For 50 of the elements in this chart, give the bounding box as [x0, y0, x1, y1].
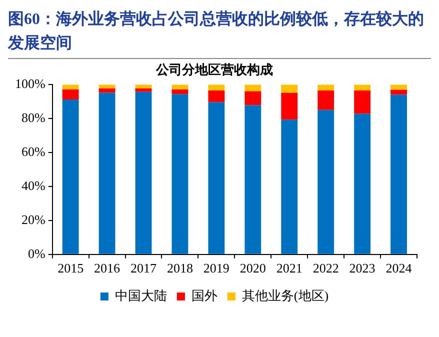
x-tick-label: 2024: [386, 260, 412, 276]
bar: [354, 114, 371, 254]
chart-title: 图60：海外业务营收占公司总营收的比例较低，存在较大的发展空间: [8, 8, 431, 59]
bar: [135, 88, 152, 92]
x-tick-label: 2015: [58, 260, 84, 276]
x-tick-label: 2023: [349, 260, 376, 276]
bar: [98, 84, 116, 88]
bar: [390, 94, 407, 254]
x-tick-label: 2022: [312, 260, 339, 276]
bar: [172, 84, 188, 90]
bar: [62, 89, 79, 100]
bar: [208, 102, 225, 254]
chart-subtitle: 公司分地区营收构成: [155, 62, 273, 78]
x-tick-label: 2016: [94, 260, 121, 276]
bar: [281, 120, 298, 254]
bar: [281, 92, 298, 120]
bar: [318, 90, 334, 110]
bar: [208, 90, 225, 102]
x-tick-label: 2021: [276, 260, 302, 276]
bar: [244, 91, 262, 106]
bar: [135, 92, 152, 254]
bar: [135, 84, 152, 88]
y-tick-label: 0%: [28, 246, 46, 261]
bar: [281, 84, 298, 93]
bar: [244, 105, 262, 254]
y-tick-label: 60%: [21, 144, 46, 159]
x-tick-label: 2019: [203, 260, 230, 276]
bar: [62, 100, 79, 254]
legend-label: 中国大陆: [114, 288, 167, 303]
y-tick-label: 20%: [21, 212, 46, 227]
bar: [172, 94, 188, 254]
x-tick-label: 2018: [166, 260, 193, 276]
y-tick-label: 80%: [21, 110, 46, 125]
bar: [354, 84, 371, 91]
bar: [98, 88, 116, 93]
bar: [390, 90, 407, 95]
bar: [98, 92, 116, 254]
x-tick-label: 2017: [130, 260, 157, 276]
x-tick-label: 2020: [240, 260, 266, 276]
bar: [318, 110, 334, 254]
y-tick-label: 40%: [21, 178, 46, 193]
bar: [318, 84, 334, 91]
bar: [172, 89, 188, 94]
legend-label: 其他业务(地区): [242, 288, 329, 303]
y-tick-label: 100%: [14, 76, 46, 92]
bar: [244, 84, 262, 92]
bar: [62, 84, 79, 90]
legend-label: 国外: [191, 288, 218, 303]
bar: [354, 90, 371, 114]
bar: [208, 84, 225, 91]
